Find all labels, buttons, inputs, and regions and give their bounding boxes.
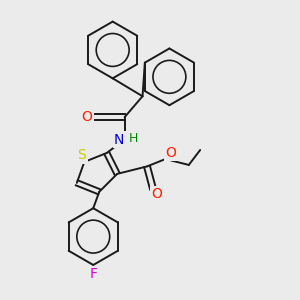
Text: O: O bbox=[81, 110, 92, 124]
Text: H: H bbox=[129, 133, 138, 146]
Text: F: F bbox=[89, 267, 97, 281]
Text: O: O bbox=[151, 187, 162, 201]
Text: O: O bbox=[166, 146, 176, 160]
Text: S: S bbox=[77, 148, 86, 162]
Text: N: N bbox=[114, 133, 124, 146]
